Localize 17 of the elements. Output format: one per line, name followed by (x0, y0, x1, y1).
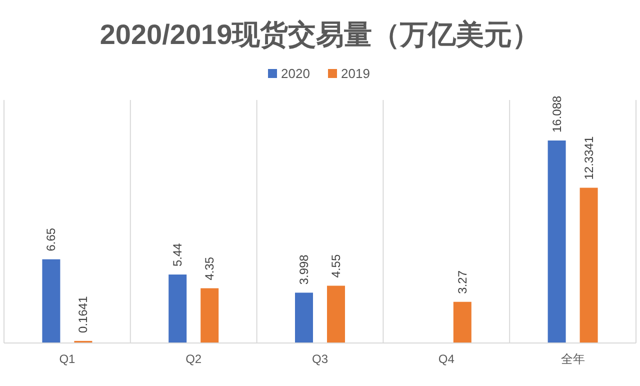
x-tick-label: Q2 (186, 352, 202, 366)
data-label: 0.1641 (76, 296, 90, 333)
data-label: 12.3341 (582, 136, 596, 180)
x-tick-label: Q1 (59, 352, 76, 366)
data-label: 4.35 (202, 256, 217, 280)
data-label: 16.088 (550, 95, 564, 132)
data-label: 5.44 (170, 242, 185, 267)
x-tick-label: Q3 (312, 352, 328, 366)
data-label: 4.55 (329, 254, 343, 278)
legend-label: 2020 (281, 66, 310, 81)
legend-label: 2019 (341, 66, 370, 81)
data-label: 3.998 (297, 254, 311, 285)
x-tick-label: Q4 (438, 352, 455, 366)
data-label: 3.27 (455, 270, 470, 294)
x-tick-label: 全年 (560, 352, 585, 366)
title: 2020/2019现货交易量（万亿美元） (100, 19, 540, 50)
data-label: 6.65 (44, 228, 58, 252)
